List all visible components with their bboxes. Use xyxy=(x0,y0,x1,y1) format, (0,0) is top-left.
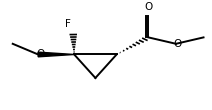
Text: F: F xyxy=(65,19,71,29)
Text: O: O xyxy=(173,39,181,49)
Text: O: O xyxy=(36,49,44,59)
Polygon shape xyxy=(38,52,74,57)
Text: O: O xyxy=(144,2,152,12)
